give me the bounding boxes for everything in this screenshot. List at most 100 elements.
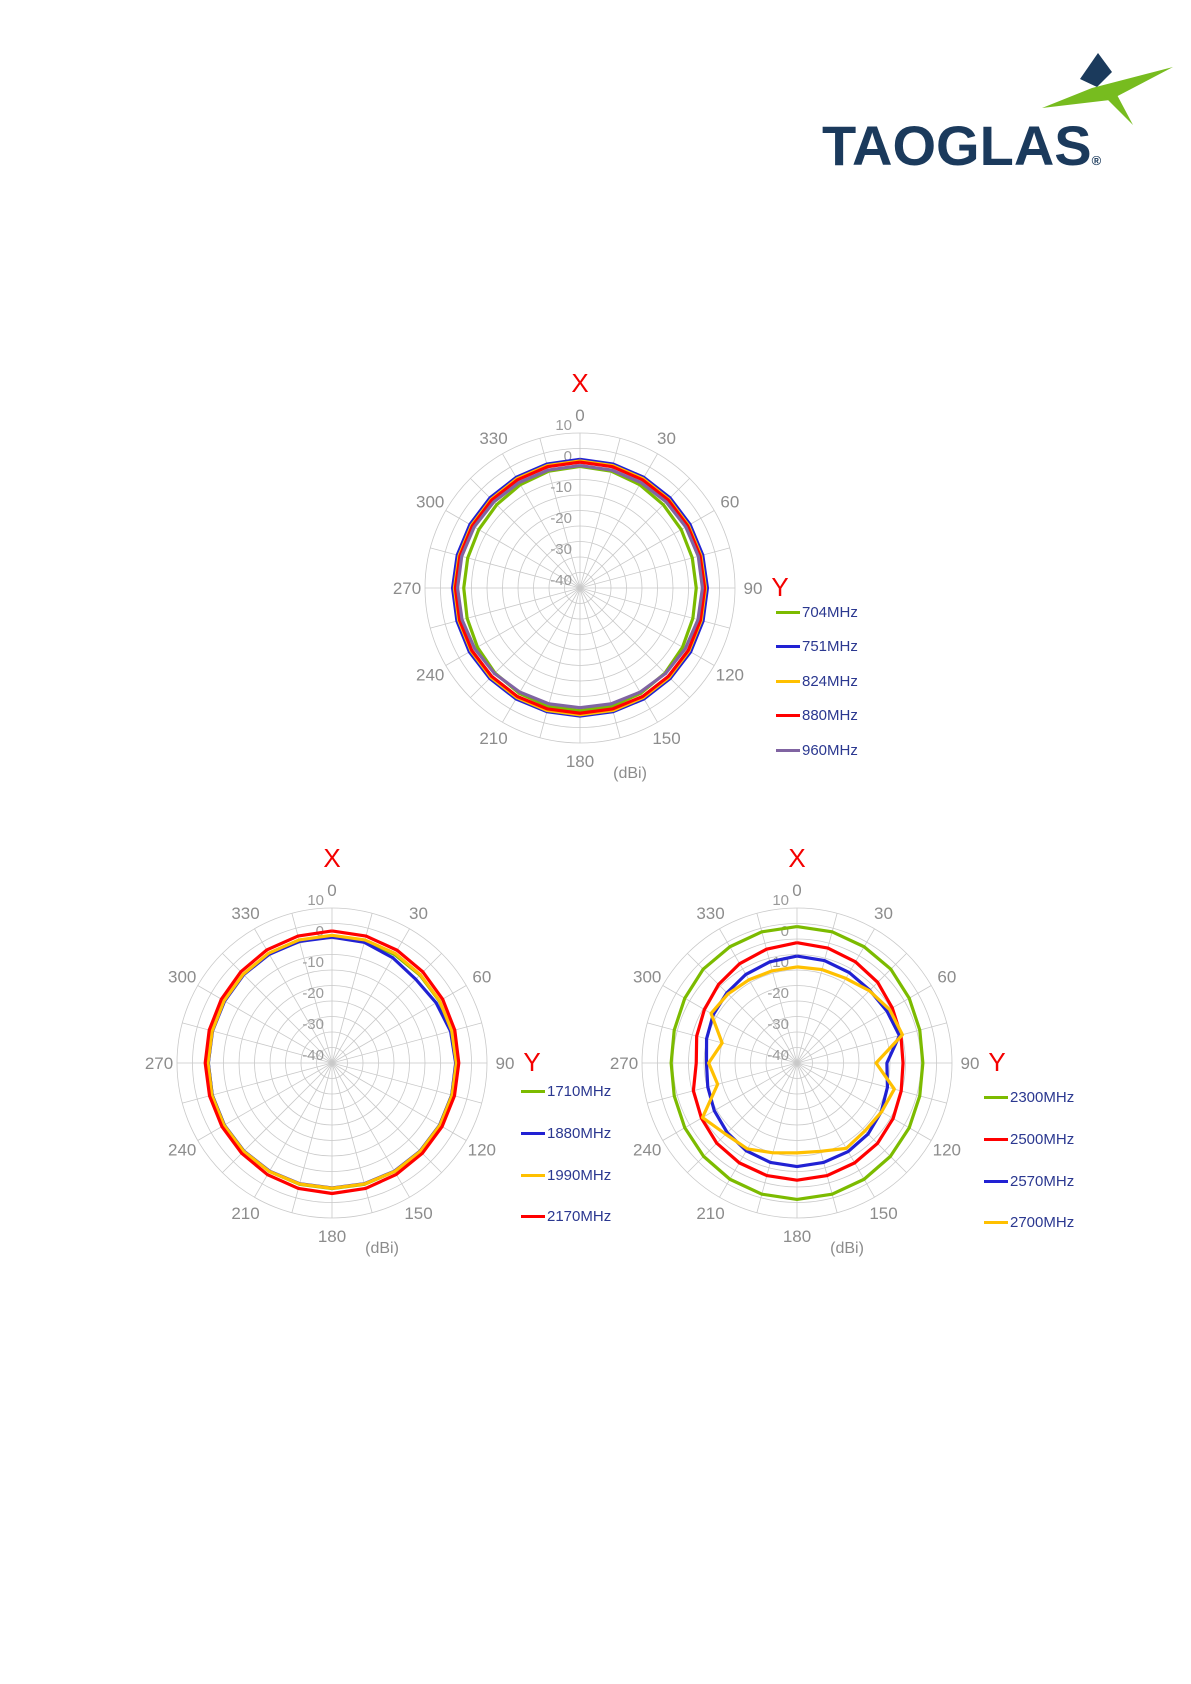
polar-grid-ring xyxy=(657,923,937,1203)
radial-tick-label: 0 xyxy=(564,448,572,465)
polar-grid-ring xyxy=(765,1031,829,1095)
radial-tick-label: -10 xyxy=(302,954,324,971)
series-704MHz xyxy=(462,464,698,713)
radial-tick-label: -20 xyxy=(302,985,324,1002)
angle-tick-label: 0 xyxy=(575,406,584,425)
legend-swatch xyxy=(984,1221,1008,1225)
angle-tick-label: 150 xyxy=(869,1204,897,1223)
taoglas-logo: TAOGLAS® xyxy=(822,118,1101,174)
angle-tick-label: 270 xyxy=(393,579,421,598)
legend-item: 2170MHz xyxy=(521,1196,611,1238)
legend-swatch xyxy=(776,748,800,752)
angle-tick-label: 90 xyxy=(496,1054,515,1073)
x-axis-title: X xyxy=(571,368,588,398)
legend-label: 2300MHz xyxy=(1010,1089,1075,1107)
angle-tick-label: 330 xyxy=(231,904,259,923)
legend-item: 1880MHz xyxy=(521,1113,611,1155)
angle-tick-label: 240 xyxy=(416,666,444,685)
polar-grid-ring xyxy=(533,541,627,635)
polar-grid-ring xyxy=(223,954,441,1172)
legend-swatch xyxy=(521,1090,545,1094)
legend-swatch xyxy=(521,1132,545,1136)
legend-high-band: 2300MHz 2500MHz 2570MHz 2700MHz xyxy=(984,1077,1074,1244)
legend-label: 2700MHz xyxy=(1010,1214,1075,1232)
legend-swatch xyxy=(984,1096,1008,1100)
x-axis-title: X xyxy=(323,843,340,873)
series-2170MHz xyxy=(203,929,461,1196)
angle-tick-label: 270 xyxy=(145,1054,173,1073)
polar-grid-ring xyxy=(176,907,488,1219)
series-1990MHz xyxy=(206,933,458,1190)
polar-grid-ring xyxy=(502,510,658,666)
angle-tick-label: 60 xyxy=(937,968,956,987)
polar-chart-mid-band-1710-2170: 0306090120150180210240270300330100-10-20… xyxy=(145,843,541,1257)
angle-tick-label: 240 xyxy=(168,1141,196,1160)
legend-swatch xyxy=(776,679,800,683)
dbi-unit-label: (dBi) xyxy=(365,1240,399,1257)
legend-label: 1990MHz xyxy=(547,1166,612,1184)
legend-item: 2700MHz xyxy=(984,1202,1074,1244)
angle-tick-label: 120 xyxy=(933,1141,961,1160)
polar-grid-ring xyxy=(486,494,674,682)
polar-grid-ring xyxy=(238,969,426,1157)
angle-tick-label: 330 xyxy=(479,429,507,448)
polar-grid-ring xyxy=(703,969,891,1157)
radial-tick-label: -40 xyxy=(767,1047,789,1064)
angle-tick-label: 120 xyxy=(468,1141,496,1160)
angle-tick-label: 180 xyxy=(318,1227,346,1246)
radial-tick-label: 0 xyxy=(781,923,789,940)
y-axis-title: Y xyxy=(771,572,788,602)
polar-grid-ring xyxy=(192,923,472,1203)
legend-item: 2300MHz xyxy=(984,1077,1074,1119)
x-axis-title: X xyxy=(788,843,805,873)
legend-swatch xyxy=(776,610,800,614)
angle-tick-label: 210 xyxy=(479,729,507,748)
polar-grid-ring xyxy=(285,1016,379,1110)
polar-grid-ring xyxy=(424,432,736,744)
angle-tick-label: 180 xyxy=(566,752,594,771)
legend-swatch xyxy=(776,645,800,649)
angle-tick-label: 180 xyxy=(783,1227,811,1246)
legend-label: 2500MHz xyxy=(1010,1131,1075,1149)
polar-grid-ring xyxy=(564,572,596,604)
angle-tick-label: 330 xyxy=(696,904,724,923)
legend-item: 1710MHz xyxy=(521,1071,611,1113)
legend-item: 704MHz xyxy=(776,595,858,630)
polar-grid-ring xyxy=(750,1016,844,1110)
legend-label: 2570MHz xyxy=(1010,1172,1075,1190)
angle-tick-label: 60 xyxy=(472,968,491,987)
angle-tick-label: 240 xyxy=(633,1141,661,1160)
radial-tick-label: -30 xyxy=(767,1016,789,1033)
polar-grid-ring xyxy=(269,1000,395,1126)
series-2500MHz xyxy=(691,941,905,1182)
angle-tick-label: 90 xyxy=(744,579,763,598)
polar-grid-ring xyxy=(688,954,906,1172)
angle-tick-label: 300 xyxy=(633,968,661,987)
angle-tick-label: 300 xyxy=(416,493,444,512)
legend-label: 880MHz xyxy=(802,707,858,725)
legend-label: 704MHz xyxy=(802,603,858,621)
taoglas-star-icon xyxy=(1042,53,1173,125)
radial-tick-label: -20 xyxy=(550,510,572,527)
legend-label: 1880MHz xyxy=(547,1125,612,1143)
legend-label: 824MHz xyxy=(802,672,858,690)
series-2700MHz xyxy=(700,965,905,1155)
legend-swatch xyxy=(984,1179,1008,1183)
angle-tick-label: 210 xyxy=(696,1204,724,1223)
series-880MHz xyxy=(453,460,707,715)
radial-tick-label: -30 xyxy=(302,1016,324,1033)
y-axis-title: Y xyxy=(523,1047,540,1077)
angle-tick-label: 150 xyxy=(404,1204,432,1223)
legend-item: 2570MHz xyxy=(984,1160,1074,1202)
angle-tick-label: 0 xyxy=(327,881,336,900)
angle-tick-label: 60 xyxy=(720,493,739,512)
polar-grid-ring xyxy=(254,985,410,1141)
legend-label: 2170MHz xyxy=(547,1208,612,1226)
angle-tick-label: 30 xyxy=(409,904,428,923)
angle-tick-label: 30 xyxy=(657,429,676,448)
radial-tick-label: -10 xyxy=(550,479,572,496)
legend-item: 751MHz xyxy=(776,630,858,665)
polar-grid-ring xyxy=(300,1031,364,1095)
dbi-unit-label: (dBi) xyxy=(613,765,647,782)
